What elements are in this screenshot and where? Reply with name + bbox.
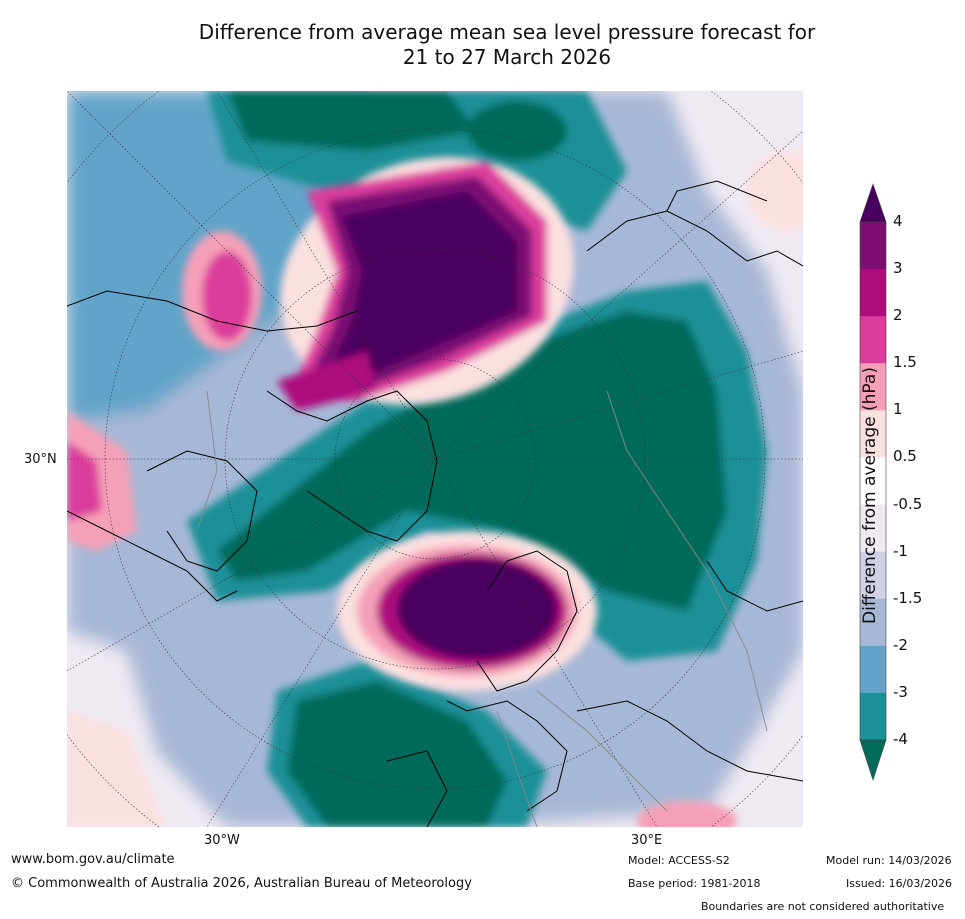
country-borders [196,390,768,827]
colorbar-extend-max [859,183,887,223]
colorbar-band [860,692,886,741]
colorbar-title: Difference from average (hPa) [860,367,880,624]
colorbar-tick-label: 4 [893,212,903,230]
issued-date: Issued: 16/03/2026 [846,877,953,890]
model-name: Model: ACCESS-S2 [628,854,730,867]
low-anomaly-fields [87,91,767,827]
colorbar-tick-label: 1 [893,400,903,419]
colorbar-tick-label: 0.5 [893,447,917,466]
colorbar-band [860,316,886,364]
title-line-2: 21 to 27 March 2026 [402,45,612,69]
colorbar-band [860,269,886,317]
longitude-label-east: 30°E [631,833,663,848]
colorbar-tick-label: -3 [893,682,908,701]
longitude-label-west: 30°W [204,833,240,848]
colorbar-bands [859,183,887,781]
colorbar-frame [859,221,887,741]
colorbar-band [860,457,886,506]
graticule [67,91,803,827]
copyright-notice: © Commonwealth of Australia 2026, Austra… [11,876,472,891]
latitude-label: 30°N [24,452,57,467]
colorbar-tick-label: 3 [893,259,903,278]
colorbar-tick-label: -0.5 [893,494,923,513]
colorbar [859,183,887,781]
title-line-1: Difference from average mean sea level p… [198,20,816,44]
chart-title: Difference from average mean sea level p… [0,20,965,70]
colorbar-tick-label: -2 [893,635,908,654]
colorbar-band [860,363,886,411]
colorbar-band [860,598,886,647]
colorbar-band [860,645,886,694]
colorbar-tick-label: -4 [893,730,908,748]
coastlines [67,180,803,827]
pressure-anomaly-map [67,91,803,827]
colorbar-tick-label: 1.5 [893,353,917,372]
scandinavia-high-anomaly [337,531,597,691]
colorbar-extend-min [859,739,887,781]
colorbar-tick-label: 2 [893,306,903,325]
colorbar-band [860,551,886,600]
map-panel [67,91,803,827]
pacific-high-anomaly [277,157,574,411]
model-run-date: Model run: 14/03/2026 [826,854,952,867]
boundaries-disclaimer: Boundaries are not considered authoritat… [701,900,945,913]
bom-url[interactable]: www.bom.gov.au/climate [11,852,175,867]
colorbar-band [860,410,886,458]
colorbar-band [860,222,886,270]
colorbar-band [860,504,886,553]
pink-patches [67,151,803,827]
colorbar-tick-label: -1.5 [893,588,923,607]
colorbar-tick-label: -1 [893,541,908,560]
alaska-high-anomaly [182,231,262,351]
base-period: Base period: 1981-2018 [628,877,761,890]
